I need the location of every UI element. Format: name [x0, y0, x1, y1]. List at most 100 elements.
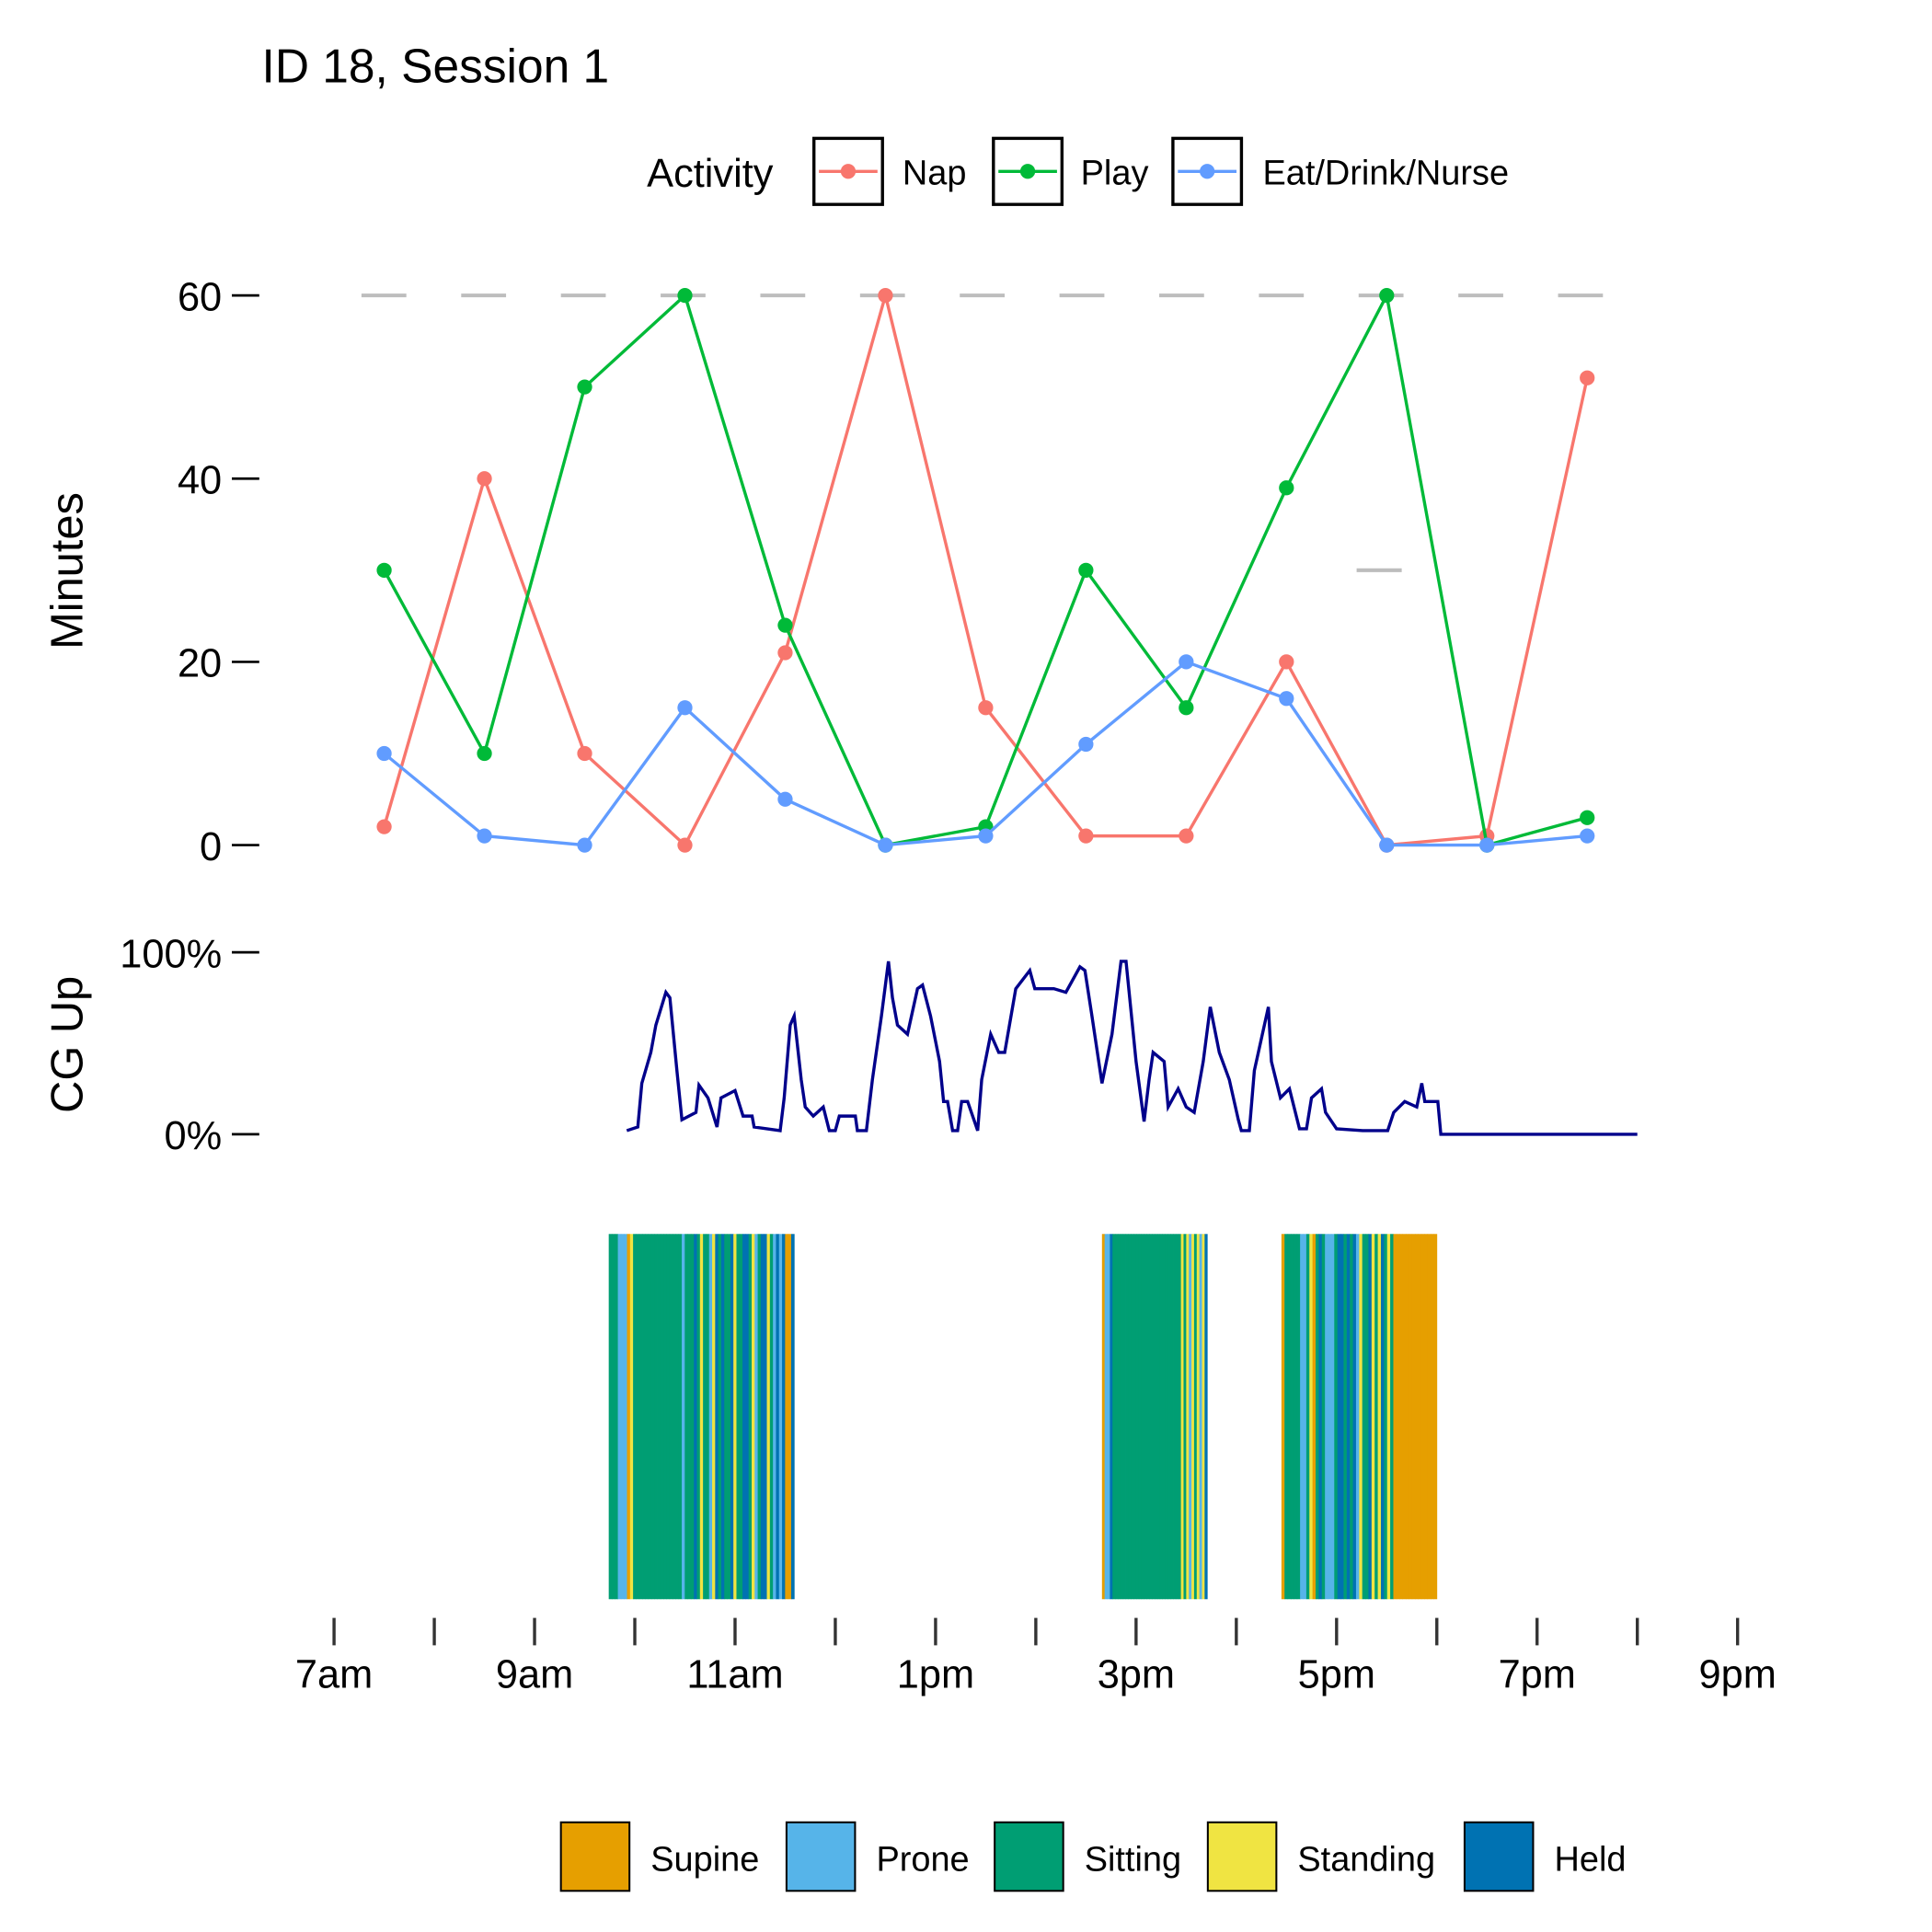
data-point: [1279, 480, 1294, 496]
x-tick-label: 5pm: [1298, 1652, 1375, 1696]
posture-segment: [1141, 1234, 1144, 1600]
data-point: [376, 819, 392, 834]
posture-segment: [1162, 1234, 1166, 1600]
posture-segment: [760, 1234, 765, 1600]
posture-segment: [1191, 1234, 1195, 1600]
posture-segment: [1287, 1234, 1292, 1600]
posture-segment: [663, 1234, 667, 1600]
posture-segment: [790, 1234, 795, 1600]
posture-segment: [1328, 1234, 1332, 1600]
posture-segment: [1305, 1234, 1310, 1600]
legend-label: Play: [1081, 155, 1149, 193]
posture-segment: [1337, 1234, 1341, 1600]
data-point: [1279, 654, 1294, 670]
legend-label: Eat/Drink/Nurse: [1262, 155, 1509, 193]
posture-segment: [739, 1234, 743, 1600]
legend-label: Standing: [1297, 1841, 1435, 1880]
posture-segment: [1122, 1234, 1126, 1600]
posture-segment: [1290, 1234, 1294, 1600]
posture-segment: [754, 1234, 759, 1600]
data-point: [1580, 370, 1595, 385]
posture-segment: [1350, 1234, 1353, 1600]
posture-segment: [608, 1234, 613, 1600]
posture-segment: [673, 1234, 676, 1600]
posture-segment: [1138, 1234, 1143, 1600]
posture-segment: [1312, 1234, 1317, 1600]
posture-segment: [620, 1234, 625, 1600]
legend-label: Supine: [650, 1841, 759, 1880]
posture-segment: [1180, 1234, 1184, 1600]
posture-segment: [1384, 1234, 1388, 1600]
posture-segment: [1167, 1234, 1171, 1600]
posture-segment: [678, 1234, 683, 1600]
posture-segment: [1152, 1234, 1156, 1600]
data-point: [577, 837, 592, 853]
data-point: [677, 837, 693, 853]
posture-segment: [1427, 1234, 1432, 1600]
posture-segment: [1133, 1234, 1137, 1600]
posture-segment: [1411, 1234, 1416, 1600]
posture-segment: [1415, 1234, 1419, 1600]
posture-segment: [776, 1234, 780, 1600]
posture-segment: [1365, 1234, 1369, 1600]
data-point: [978, 700, 994, 716]
posture-segment: [642, 1234, 646, 1600]
posture-segment: [1193, 1234, 1198, 1600]
y-tick-label: 0%: [165, 1114, 223, 1158]
posture-segment: [1202, 1234, 1205, 1600]
posture-segment: [611, 1234, 615, 1600]
posture-segment: [1424, 1234, 1429, 1600]
posture-segment: [1321, 1234, 1326, 1600]
posture-segment: [1120, 1234, 1124, 1600]
posture-segment: [1359, 1234, 1363, 1600]
data-point: [878, 837, 893, 853]
posture-segment: [1189, 1234, 1192, 1600]
posture-segment: [633, 1234, 637, 1600]
posture-segment: [1101, 1234, 1106, 1600]
data-point: [477, 828, 492, 844]
posture-segment: [1316, 1234, 1319, 1600]
data-point: [1479, 837, 1495, 853]
posture-segment: [1128, 1234, 1132, 1600]
posture-segment: [1117, 1234, 1121, 1600]
activity-legend: Activity Nap Play Eat/Drink/Nurse: [647, 136, 1509, 206]
legend-swatch-sitting: [994, 1821, 1064, 1892]
posture-segment: [1418, 1234, 1422, 1600]
cg-up-panel: 0% 100%: [120, 932, 1638, 1158]
posture-segment: [1303, 1234, 1307, 1600]
legend-label: Sitting: [1085, 1841, 1181, 1880]
data-point: [1078, 562, 1094, 578]
posture-segment: [657, 1234, 661, 1600]
posture-segment: [1399, 1234, 1404, 1600]
posture-segment: [1396, 1234, 1400, 1600]
posture-segment: [629, 1234, 634, 1600]
chart-title: ID 18, Session 1: [262, 39, 610, 92]
posture-segment: [788, 1234, 792, 1600]
data-point: [376, 745, 392, 762]
data-point: [1078, 736, 1094, 753]
posture-segment: [1374, 1234, 1378, 1600]
series-line-eat-drink-nurse: [383, 660, 1588, 847]
data-point: [1179, 828, 1194, 844]
posture-segment: [669, 1234, 673, 1600]
series-line-nap: [382, 289, 1589, 848]
data-point: [677, 287, 693, 304]
posture-segment: [690, 1234, 695, 1600]
posture-segment: [1149, 1234, 1153, 1600]
posture-segment: [666, 1234, 671, 1600]
legend-label: Prone: [876, 1841, 969, 1880]
posture-segment: [727, 1234, 731, 1600]
data-point: [1580, 810, 1595, 825]
posture-segment: [1155, 1234, 1158, 1600]
data-point: [1078, 828, 1094, 844]
posture-segment: [718, 1234, 722, 1600]
posture-segment: [684, 1234, 689, 1600]
data-point: [777, 791, 793, 807]
posture-segment: [645, 1234, 650, 1600]
posture-segment: [1330, 1234, 1335, 1600]
x-tick-label: 11am: [686, 1652, 783, 1696]
posture-segment: [1386, 1234, 1391, 1600]
posture-segment: [1371, 1234, 1375, 1600]
posture-segment: [1377, 1234, 1382, 1600]
posture-segment: [1355, 1234, 1360, 1600]
